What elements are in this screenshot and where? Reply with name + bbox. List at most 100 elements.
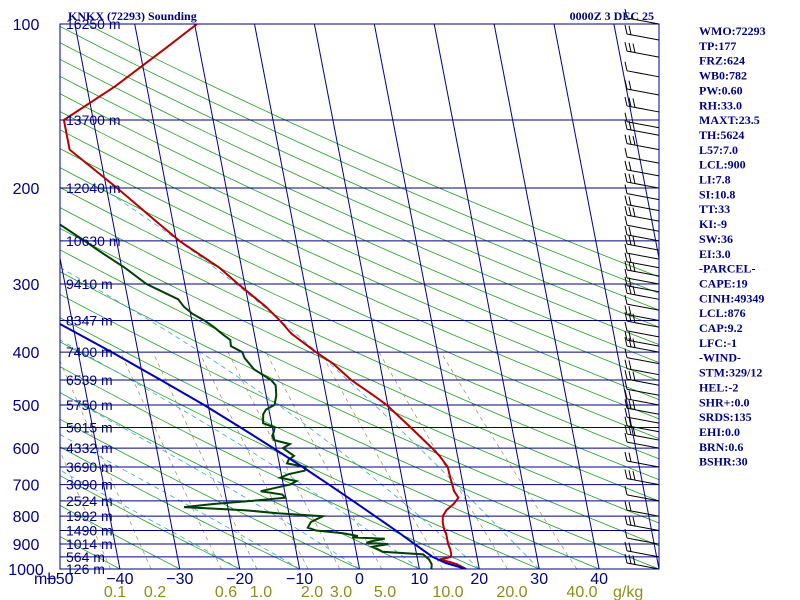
wind-barb <box>624 216 660 232</box>
sounding-series-line <box>62 24 467 569</box>
pressure-tick-label: 800 <box>13 509 40 526</box>
height-label: 1992 m <box>66 508 113 524</box>
wind-barb <box>624 321 660 338</box>
sounding-index-item: RH:33.0 <box>699 98 742 112</box>
dry-adiabat-line <box>60 418 360 569</box>
wind-barb <box>624 399 660 415</box>
wind-barb <box>624 408 660 424</box>
sounding-index-item: FRZ:624 <box>699 54 745 68</box>
wind-barb <box>624 276 660 293</box>
sounding-index-item: LFC:-1 <box>699 336 737 350</box>
sounding-traces <box>60 24 467 569</box>
pressure-tick-labels: 100 200 300 400 500 600 700 800 900 1000 <box>8 17 44 579</box>
height-label: 126 m <box>66 561 105 577</box>
height-label: 10630 m <box>66 233 120 249</box>
isotherm-line <box>194 24 301 569</box>
sounding-index-item: SI:10.8 <box>699 187 735 201</box>
dry-adiabat-line <box>60 93 659 363</box>
mixing-ratio-tick-label: 2.0 <box>301 584 323 600</box>
isotherm-line <box>134 24 241 569</box>
isotherm-line <box>254 24 360 569</box>
dry-adiabat-line <box>60 167 659 440</box>
sounding-index-item: L57:7.0 <box>699 143 738 157</box>
wind-barb <box>624 79 660 96</box>
wind-barb <box>624 112 660 129</box>
sounding-index-item: TT:33 <box>699 202 730 216</box>
wind-barb <box>624 243 660 260</box>
chart-datetime: 0000Z 3 DEC 25 <box>570 9 654 23</box>
mixing-ratio-tick-label: 1.0 <box>250 584 272 600</box>
moist-adiabat-line <box>60 267 480 569</box>
sounding-series-line <box>60 223 433 569</box>
wind-barb <box>624 331 660 347</box>
isotherm-line <box>433 24 540 569</box>
wind-barb <box>624 96 660 113</box>
wind-barb <box>624 24 660 41</box>
height-label: 5015 m <box>66 419 113 435</box>
moist-adiabat-line <box>100 187 540 569</box>
wind-barb <box>624 206 660 222</box>
height-label: 2524 m <box>66 493 113 509</box>
wind-barb <box>624 41 660 58</box>
temperature-tick-label: 20 <box>470 571 488 588</box>
mixing-ratio-tick-label: 0.6 <box>215 584 237 600</box>
dry-adiabat-line <box>60 207 659 481</box>
temperature-tick-label: −10 <box>286 571 313 588</box>
mixing-ratio-tick-label: 3.0 <box>330 584 352 600</box>
wind-barb <box>624 305 660 322</box>
wind-barb <box>624 380 660 396</box>
background-grid <box>60 24 659 569</box>
sounding-index-item: KI:-9 <box>699 217 727 231</box>
dry-adiabat-line <box>60 25 659 294</box>
sounding-index-item: EI:3.0 <box>699 247 731 261</box>
wind-barb <box>624 541 660 558</box>
sounding-index-item: -WIND- <box>699 351 741 365</box>
wind-barb <box>624 501 660 517</box>
sounding-index-item: HEL:-2 <box>699 380 738 394</box>
wind-barb <box>624 348 660 365</box>
wind-barb <box>624 260 660 277</box>
sounding-index-item: CAPE:19 <box>699 276 748 290</box>
sounding-index-item: SW:36 <box>699 232 733 246</box>
sounding-index-item: LCL:900 <box>699 158 746 172</box>
pressure-unit-label: mb <box>34 571 56 588</box>
pressure-tick-label: 900 <box>13 537 40 554</box>
moist-adiabat-line <box>60 392 360 569</box>
wind-barb <box>624 235 660 251</box>
wind-barbs <box>624 8 660 570</box>
pressure-tick-label: 600 <box>13 441 40 458</box>
temperature-tick-label: −30 <box>166 571 193 588</box>
isotherm-line <box>613 24 659 261</box>
temperature-tick-label: 30 <box>530 571 548 588</box>
mixing-ratio-tick-labels: 0.1 0.2 0.6 1.0 2.0 3.0 5.0 10.0 20.0 40.0 <box>104 584 598 600</box>
height-label: 1014 m <box>66 536 113 552</box>
height-label: 3090 m <box>66 477 113 493</box>
temperature-tick-label: −50 <box>46 571 73 588</box>
wind-barb <box>624 295 660 311</box>
wind-barb <box>624 225 660 242</box>
wind-barb <box>624 528 660 545</box>
wind-barb <box>624 370 660 386</box>
dry-adiabat-line <box>60 187 659 460</box>
temperature-tick-label: 0 <box>355 571 364 588</box>
wind-barb <box>624 134 660 151</box>
dry-adiabat-line <box>60 58 659 328</box>
sounding-index-item: EHI:0.0 <box>699 425 740 439</box>
wind-barb <box>624 312 660 328</box>
wind-barb <box>624 485 660 502</box>
wind-barb <box>624 252 660 269</box>
wind-barb <box>624 268 660 285</box>
wind-barb <box>624 432 660 449</box>
sounding-index-item: MAXT:23.5 <box>699 113 760 127</box>
wind-barb <box>624 61 660 78</box>
temperature-tick-labels: −50 −40 −30 −20 −10 0 10 20 30 40 <box>46 571 608 588</box>
dry-adiabat-line <box>60 148 659 420</box>
wind-barb <box>624 515 660 532</box>
mixing-ratio-tick-label: 5.0 <box>374 584 396 600</box>
pressure-tick-label: 700 <box>13 478 40 495</box>
height-labels: 16250 m 13700 m 12040 m 10630 m 9410 m 8347 m… <box>66 16 120 577</box>
sounding-series-line <box>60 322 467 569</box>
wind-barb <box>624 195 660 212</box>
sounding-index-item: SHR+:0.0 <box>699 395 750 409</box>
